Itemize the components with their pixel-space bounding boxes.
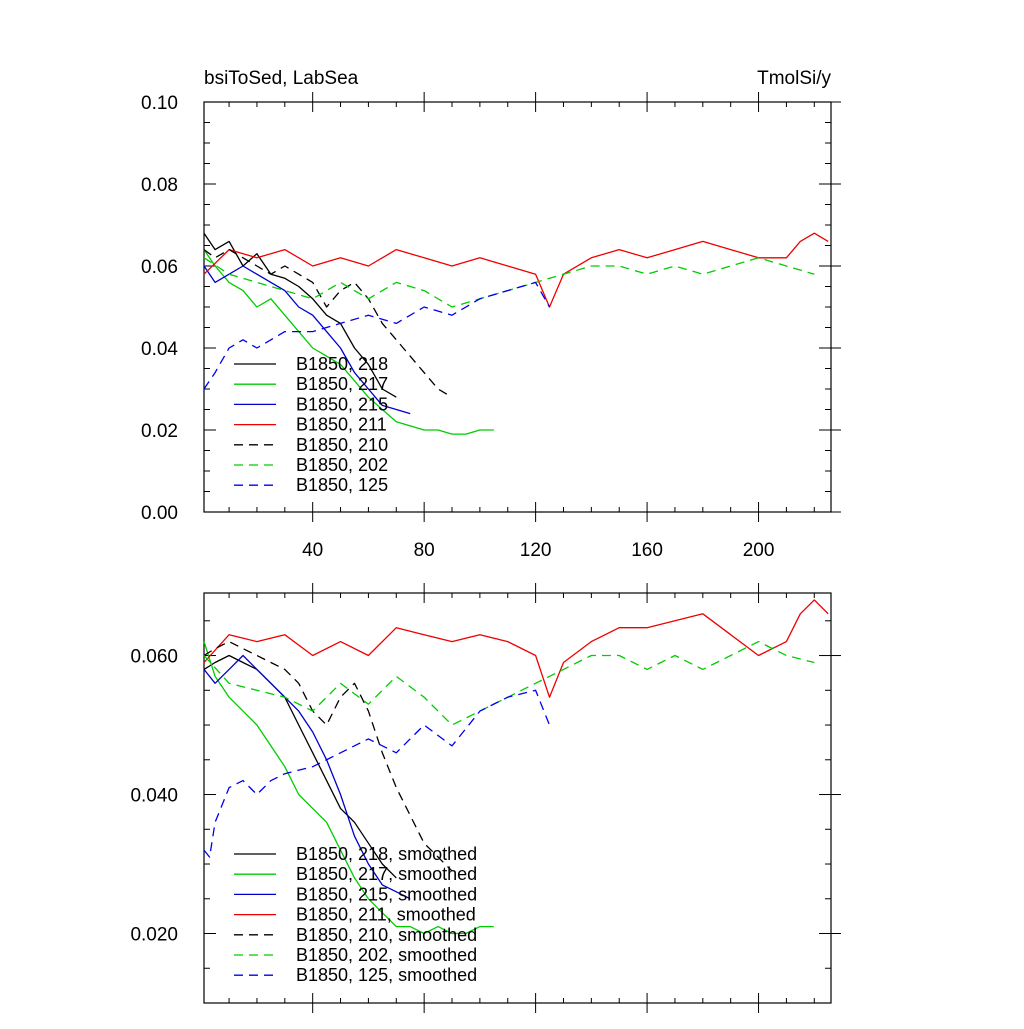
legend-label-5: B1850, 202, smoothed xyxy=(296,945,477,965)
y-tick-label: 0.060 xyxy=(130,647,178,668)
chart-units: TmolSi/y xyxy=(757,68,831,89)
legend-label-5: B1850, 202 xyxy=(296,455,388,475)
legend-label-4: B1850, 210, smoothed xyxy=(296,925,477,945)
x-tick-label: 120 xyxy=(520,540,552,561)
series-line-0 xyxy=(203,654,397,879)
legend-label-1: B1850, 217, smoothed xyxy=(296,864,477,884)
y-tick-label: 0.02 xyxy=(141,421,178,442)
series-line-4 xyxy=(203,640,453,872)
series-line-0 xyxy=(203,232,397,398)
legend-label-6: B1850, 125, smoothed xyxy=(296,965,477,985)
x-tick-label: 160 xyxy=(631,540,663,561)
legend-label-0: B1850, 218 xyxy=(296,354,388,374)
legend-label-6: B1850, 125 xyxy=(296,475,388,495)
series-line-2 xyxy=(203,265,411,415)
y-tick-label: 0.06 xyxy=(141,257,178,278)
x-tick-label: 200 xyxy=(743,540,775,561)
y-tick-label: 0.040 xyxy=(130,786,178,807)
series-line-4 xyxy=(203,248,453,398)
y-tick-label: 0.04 xyxy=(141,339,178,360)
series-line-6 xyxy=(203,281,551,390)
series-line-3 xyxy=(203,232,829,308)
legend-label-0: B1850, 218, smoothed xyxy=(296,844,477,864)
legend-label-2: B1850, 215 xyxy=(296,394,388,414)
series-line-1 xyxy=(203,641,494,935)
y-tick-label: 0.020 xyxy=(130,925,178,946)
legend-label-1: B1850, 217 xyxy=(296,374,388,394)
series-line-5 xyxy=(203,257,815,308)
legend-label-4: B1850, 210 xyxy=(296,435,388,455)
top-panel: 40 80 120 160 200 0.00 0.02 0.04 0.06 0.08 0.10 bsi… xyxy=(141,68,841,561)
x-tick-label: 80 xyxy=(414,540,435,561)
legend-label-3: B1850, 211 xyxy=(296,415,387,435)
x-tick-label: 40 xyxy=(302,540,323,561)
y-tick-label: 0.00 xyxy=(141,503,178,524)
legend-label-2: B1850, 215, smoothed xyxy=(296,884,477,904)
series-line-5 xyxy=(203,640,815,726)
y-tick-label: 0.10 xyxy=(141,93,178,114)
series-line-1 xyxy=(203,249,494,435)
chart-title: bsiToSed, LabSea xyxy=(204,68,359,89)
series-line-2 xyxy=(203,654,411,900)
series-line-3 xyxy=(203,599,829,698)
series-line-6 xyxy=(203,689,551,858)
legend-label-3: B1850, 211, smoothed xyxy=(296,905,476,925)
plot-frame xyxy=(203,592,832,1004)
y-tick-label: 0.08 xyxy=(141,175,178,196)
